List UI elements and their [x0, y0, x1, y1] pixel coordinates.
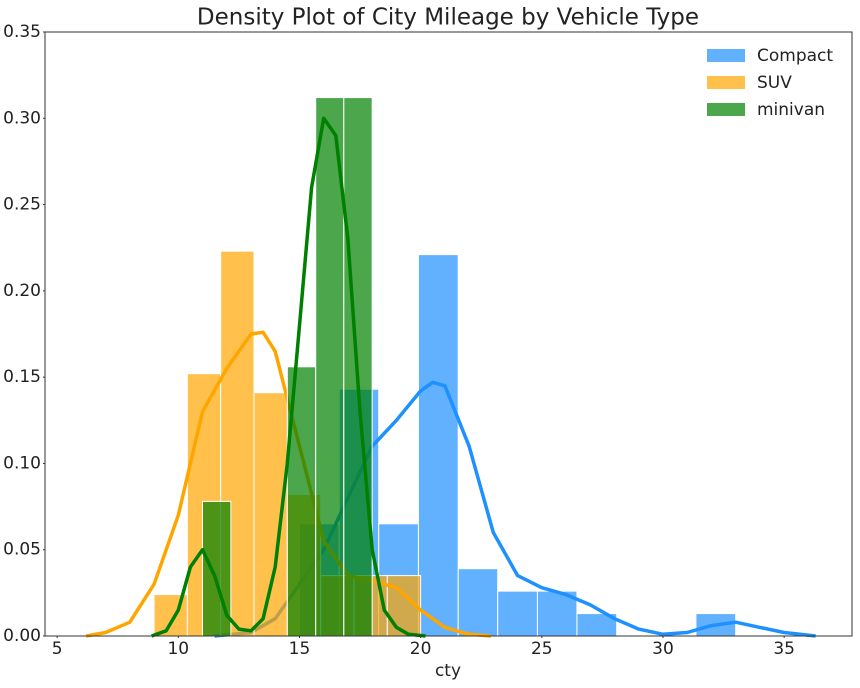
y-tick-label: 0.25: [3, 195, 41, 215]
legend-label: Compact: [757, 46, 833, 66]
x-tick-label: 15: [289, 639, 311, 659]
y-tick-label: 0.10: [3, 453, 41, 473]
kde-line: [151, 116, 426, 638]
chart-title: Density Plot of City Mileage by Vehicle …: [197, 5, 699, 31]
y-tick-label: 0.00: [3, 626, 41, 646]
histogram-bar: [417, 254, 459, 637]
histogram-bar: [315, 97, 345, 637]
legend-swatch: [707, 103, 745, 116]
kde-line: [85, 330, 492, 638]
plot-frame: [44, 31, 853, 637]
x-tick-label: 20: [410, 639, 432, 659]
legend-swatch: [707, 76, 745, 89]
x-tick-label: 35: [773, 639, 795, 659]
x-axis-label: cty: [435, 661, 461, 681]
y-tick-label: 0.35: [3, 22, 41, 42]
y-tick-label: 0.15: [3, 367, 41, 387]
legend-label: SUV: [757, 73, 792, 93]
histogram-bar: [457, 568, 499, 637]
legend-swatch: [707, 49, 745, 62]
legend-label: minivan: [757, 100, 825, 120]
x-tick-label: 5: [52, 639, 63, 659]
y-tick-label: 0.05: [3, 540, 41, 560]
x-tick-label: 25: [531, 639, 553, 659]
y-tick-label: 0.30: [3, 108, 41, 128]
y-tick-label: 0.20: [3, 281, 41, 301]
x-tick-label: 10: [167, 639, 189, 659]
histogram-bar: [343, 97, 373, 637]
legend: Compact SUV minivan: [707, 46, 833, 120]
x-tick-label: 30: [652, 639, 674, 659]
histogram-bar: [497, 590, 538, 637]
